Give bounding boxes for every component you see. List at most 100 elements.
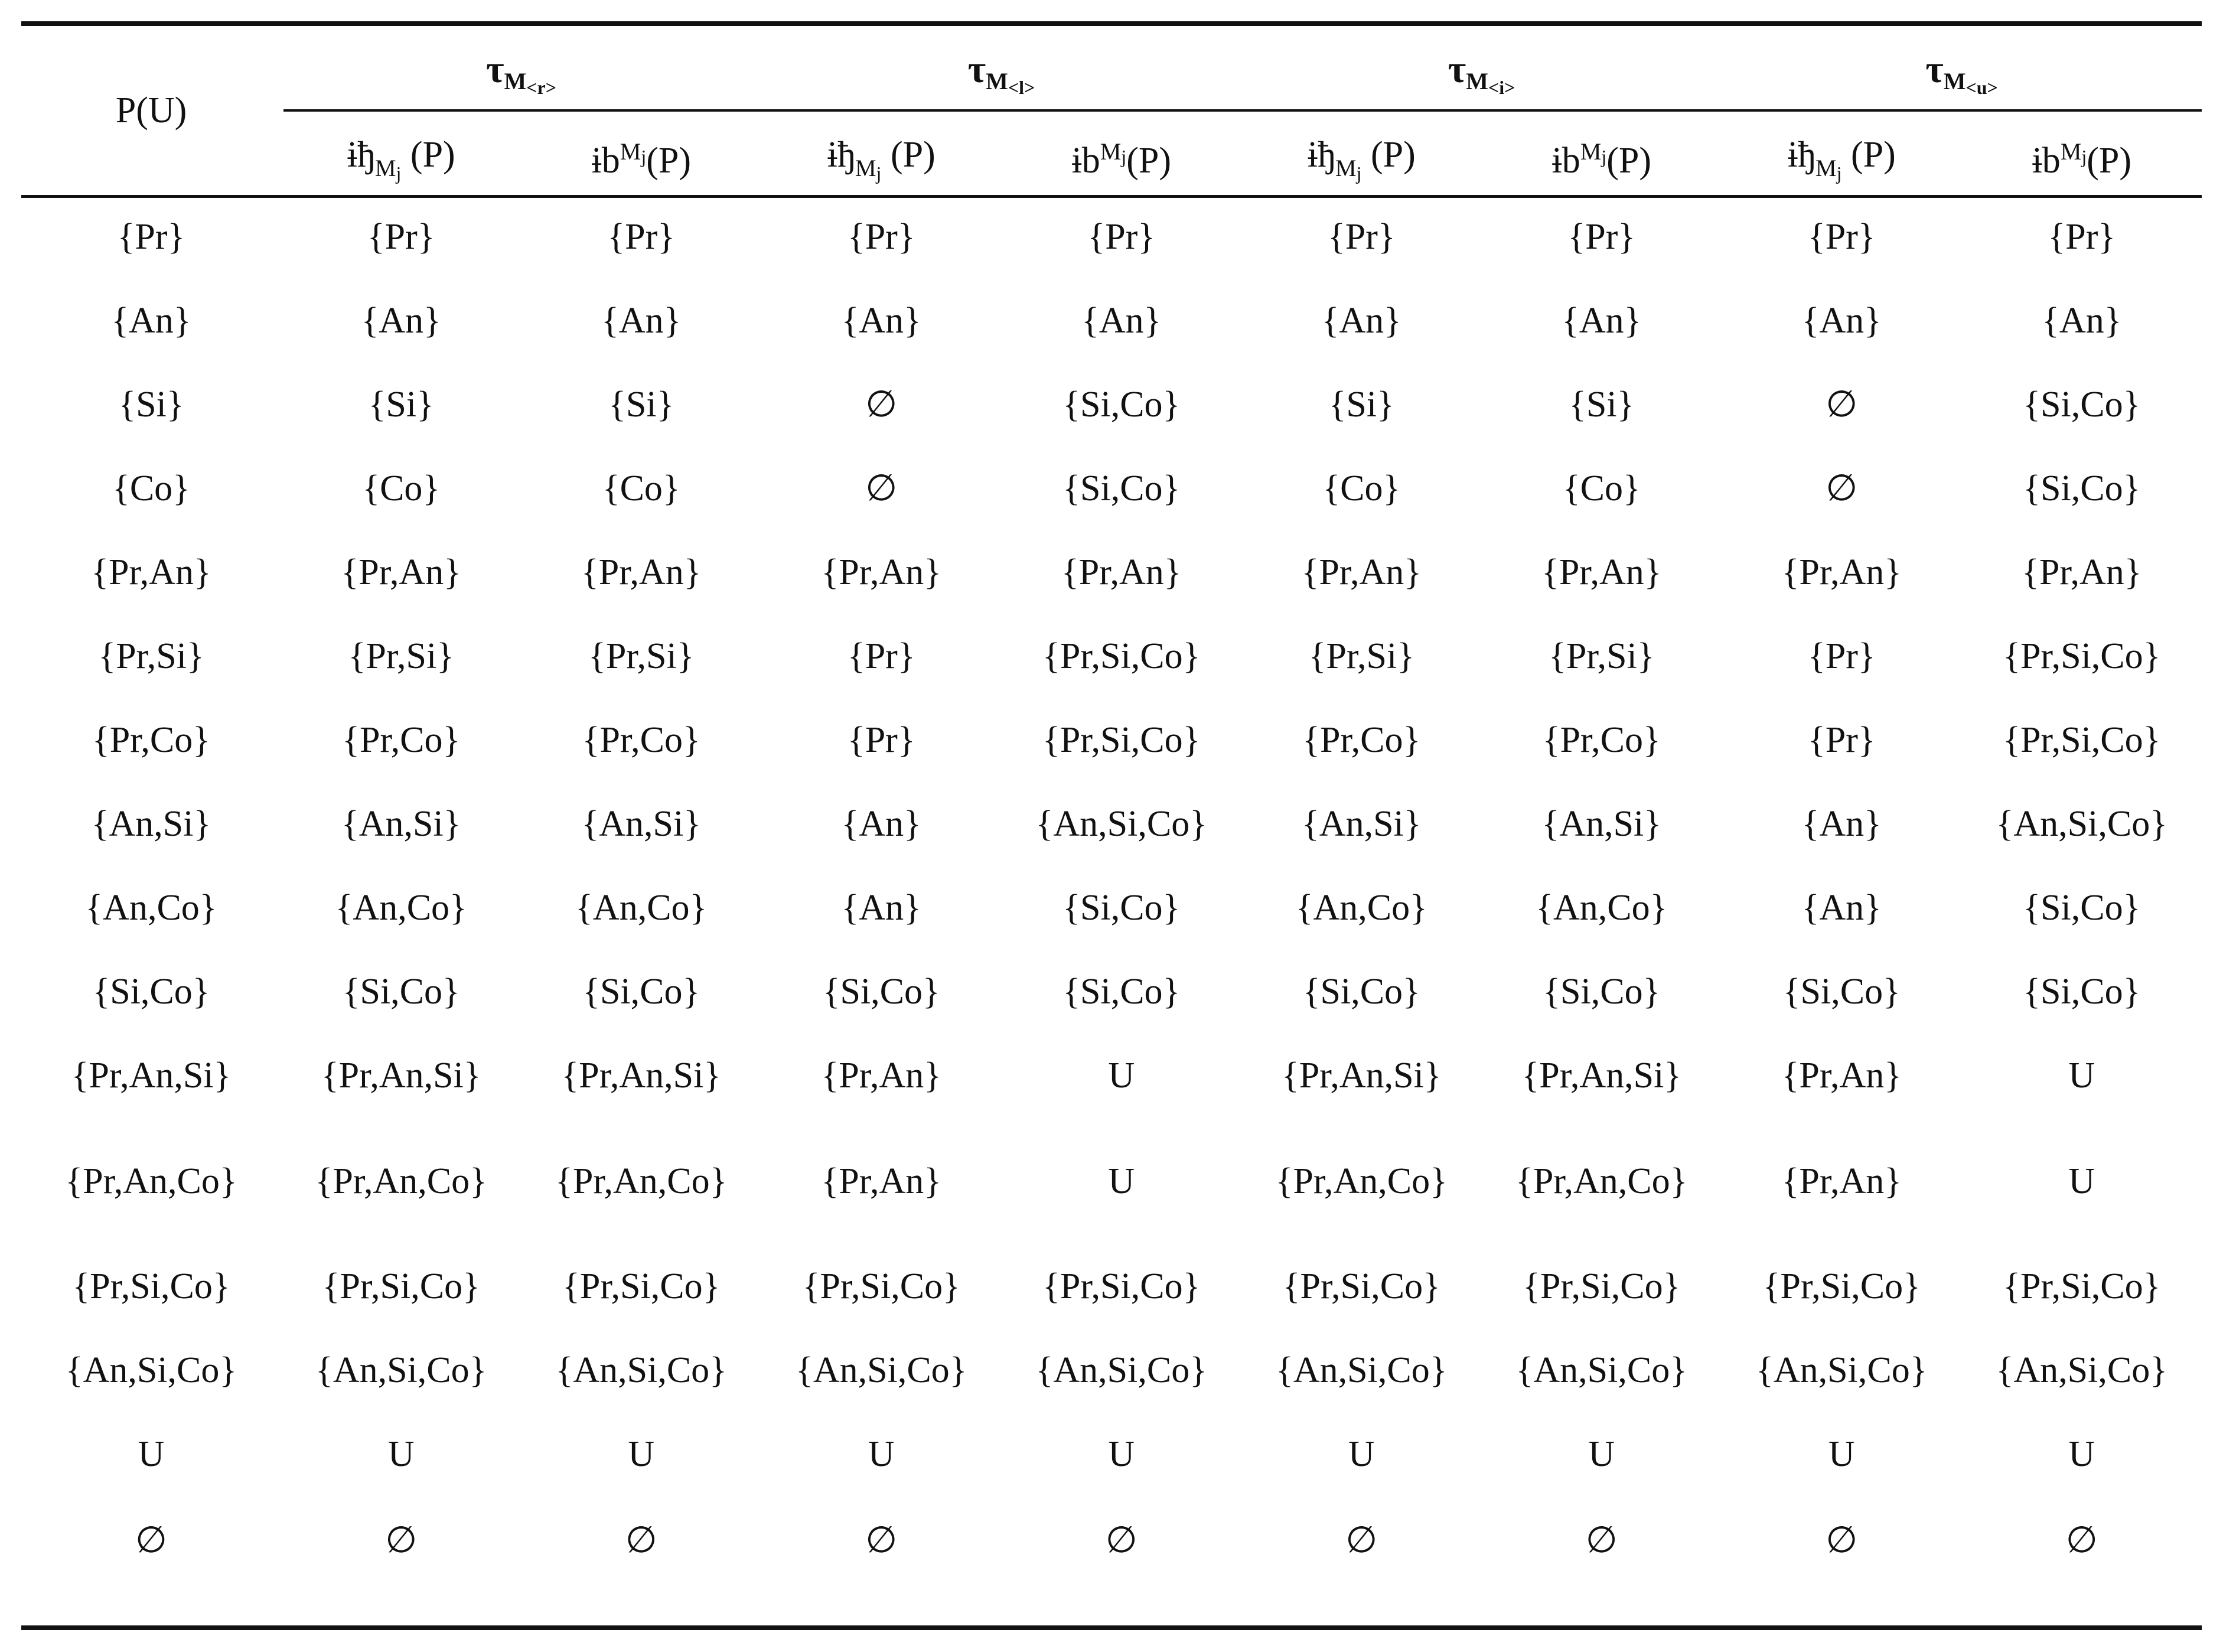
table-cell: {Pr} [761, 195, 1002, 279]
cell-value: {An} [841, 888, 921, 928]
table-cell: {An,Co} [281, 866, 521, 950]
table-cell: {An,Co} [521, 866, 762, 950]
cell-value: {Si,Co} [92, 972, 210, 1012]
cell-value: {Pr,An,Co} [65, 1161, 237, 1201]
cell-value: {Si,Co} [1062, 888, 1181, 928]
cell-value: {Si,Co} [1062, 468, 1181, 509]
cell-value: {Pr,An} [1781, 552, 1902, 592]
table-cell: {Pr,An} [521, 530, 762, 614]
cell-value: {Pr,An} [821, 1055, 941, 1096]
cell-value: {An} [841, 804, 921, 844]
table-cell: {Co} [521, 447, 762, 530]
data-table: P(U) τM<r> τM<l> τM<i> τM<u> ɨђMj (P) ɨb… [21, 26, 2202, 1585]
cell-value: ∅ [865, 1520, 898, 1560]
cell-value: {An,Si,Co} [796, 1350, 967, 1390]
table-cell: {An} [761, 279, 1002, 363]
table-cell: {An} [521, 279, 762, 363]
table-cell: U [1241, 1412, 1482, 1496]
cell-value: U [868, 1434, 895, 1474]
cell-value: {Pr,Si,Co} [1762, 1266, 1921, 1306]
cell-value: {Pr,Si} [348, 636, 454, 676]
cell-value: {Co} [362, 468, 441, 509]
cell-value: {Pr,An} [581, 552, 702, 592]
cell-value: U [1348, 1434, 1375, 1474]
cell-value: {An} [2042, 301, 2122, 341]
table-cell: U [1962, 1412, 2202, 1496]
cell-value: {Pr} [847, 720, 915, 760]
cell-value: {An,Si,Co} [1276, 1350, 1448, 1390]
table-cell: {Pr,An} [1722, 1034, 1962, 1117]
subheader-row: ɨђMj (P) ɨbMj(P) ɨђMj (P) ɨbMj(P) ɨђMj (… [21, 109, 2202, 195]
table-cell: {Co} [281, 447, 521, 530]
cell-value: {An} [361, 301, 441, 341]
table-cell: {Pr,An} [761, 1034, 1002, 1117]
cell-value: {An,Si,Co} [555, 1350, 727, 1390]
table-cell: {Pr,Co} [521, 698, 762, 782]
cell-value: ∅ [1826, 1520, 1858, 1560]
table-cell: {An,Si,Co} [1482, 1328, 1722, 1412]
cell-value: ∅ [1345, 1520, 1378, 1560]
cell-value: {Si,Co} [1782, 972, 1901, 1012]
cell-value: {An,Si} [581, 804, 702, 844]
table-row: {An,Co} {An,Co} {An,Co} {An} {Si,Co} {An,Co} {… [21, 866, 2202, 950]
table-cell: U [1002, 1034, 1242, 1117]
cell-value: {Si,Co} [2023, 972, 2141, 1012]
table-cell: {Si} [521, 363, 762, 447]
cell-value: {An} [841, 301, 921, 341]
table-cell: {Pr,An,Si} [1482, 1034, 1722, 1117]
cell-value: {An,Si,Co} [1996, 804, 2167, 844]
table-cell: {An} [1482, 279, 1722, 363]
table-cell: {An,Si,Co} [521, 1328, 762, 1412]
cell-value: {Si} [1569, 385, 1635, 425]
table-cell: {Pr,Si,Co} [761, 1244, 1002, 1328]
table-cell: {Si} [1241, 363, 1482, 447]
table-cell: U [1962, 1034, 2202, 1117]
table-cell: {An,Si,Co} [1002, 782, 1242, 866]
table-cell: {Pr} [1722, 614, 1962, 698]
table-row: {Pr,An,Si} {Pr,An,Si} {Pr,An,Si} {Pr,An} U {P… [21, 1034, 2202, 1117]
cell-value: {Pr,Si,Co} [802, 1266, 960, 1306]
cell-value: {Pr,An,Si} [1281, 1055, 1442, 1096]
table-cell: {An,Co} [1482, 866, 1722, 950]
cell-value: ∅ [1826, 468, 1858, 509]
cell-value: {Pr} [1807, 636, 1876, 676]
cell-value: ∅ [865, 468, 898, 509]
row-header-cell: {Co} [21, 447, 281, 530]
cell-value: {Pr,Si,Co} [1282, 1266, 1440, 1306]
cell-value: {An,Si,Co} [1756, 1350, 1928, 1390]
cell-value: {An,Co} [335, 888, 467, 928]
table-row: {An,Si} {An,Si} {An,Si} {An} {An,Si,Co} {An,S… [21, 782, 2202, 866]
cell-value: {Pr} [2048, 217, 2116, 257]
table-cell: {Pr,An,Si} [281, 1034, 521, 1117]
cell-value: U [2068, 1161, 2095, 1201]
table-cell: {Pr} [521, 195, 762, 279]
group-rule [283, 109, 2202, 112]
cell-value: {Co} [1562, 468, 1641, 509]
upper-approximation-header: ɨbMj(P) [591, 138, 691, 181]
cell-value: {Pr,An} [1301, 552, 1422, 592]
table-cell: {An,Si,Co} [1962, 1328, 2202, 1412]
cell-value: {An,Si,Co} [1035, 1350, 1207, 1390]
table-cell: {Pr,An} [281, 530, 521, 614]
cell-value: {An} [601, 301, 682, 341]
table-row: {Si} {Si} {Si} ∅ {Si,Co} {Si} {Si} ∅ {Si,Co} [21, 363, 2202, 447]
cell-value: ∅ [2065, 1520, 2098, 1560]
table-cell: {Pr,Si,Co} [1241, 1244, 1482, 1328]
upper-approximation-header: ɨbMj(P) [2032, 138, 2132, 181]
cell-value: {Pr,An,Co} [1515, 1161, 1688, 1201]
table-cell: {An,Si,Co} [1722, 1328, 1962, 1412]
table-cell: {Pr,An,Co} [1241, 1117, 1482, 1244]
row-header-cell: {An,Si,Co} [21, 1328, 281, 1412]
row-header-cell: {Pr} [21, 195, 281, 279]
cell-value: {Pr} [1087, 217, 1156, 257]
lower-approximation-header: ɨђMj (P) [1787, 134, 1896, 184]
cell-value: {Pr} [847, 636, 915, 676]
table-cell: {Pr,Si,Co} [1962, 698, 2202, 782]
table-cell: {Si,Co} [281, 950, 521, 1034]
row-header-cell: {An,Si} [21, 782, 281, 866]
table-cell: {Si,Co} [1002, 950, 1242, 1034]
row-header-cell: {Si} [21, 363, 281, 447]
table-cell: ∅ [281, 1496, 521, 1585]
table-cell: {Pr,Si} [281, 614, 521, 698]
